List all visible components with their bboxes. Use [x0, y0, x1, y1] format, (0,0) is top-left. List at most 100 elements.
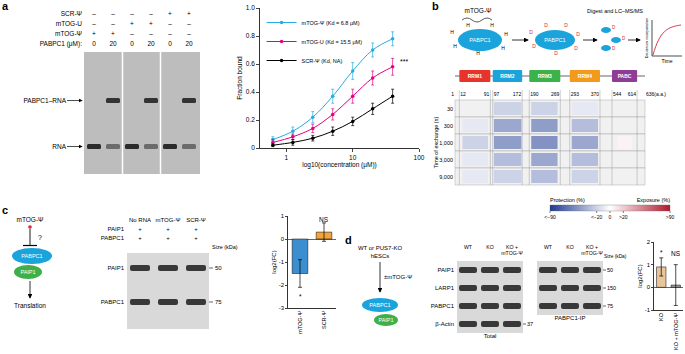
- svg-text:mTOG-Ψ: mTOG-Ψ: [55, 30, 82, 37]
- svg-text:–: –: [92, 10, 96, 17]
- svg-text:D: D: [564, 22, 568, 28]
- svg-text:D: D: [574, 45, 578, 51]
- svg-text:mTOG-Ψ: mTOG-Ψ: [17, 216, 44, 223]
- svg-text:Fraction bound: Fraction bound: [236, 56, 243, 100]
- svg-text:RNA: RNA: [52, 143, 66, 150]
- svg-text:–: –: [130, 30, 134, 37]
- svg-text:293: 293: [571, 91, 580, 97]
- svg-text:PABC: PABC: [618, 73, 632, 79]
- svg-text:D: D: [576, 31, 580, 37]
- svg-text:mTOG-U: mTOG-U: [56, 20, 83, 27]
- svg-text:0: 0: [130, 40, 134, 47]
- svg-text:Protection (%): Protection (%): [550, 197, 585, 203]
- svg-text:75: 75: [215, 299, 222, 305]
- svg-text:1: 1: [281, 213, 285, 219]
- svg-text:PABPC1–RNA: PABPC1–RNA: [23, 97, 66, 104]
- svg-text:WT: WT: [544, 244, 553, 250]
- svg-text:log2(FC): log2(FC): [637, 264, 643, 287]
- svg-text:D: D: [622, 36, 626, 41]
- svg-text:–: –: [149, 10, 153, 17]
- svg-text:+: +: [149, 20, 153, 27]
- svg-text:Size (kDa): Size (kDa): [212, 244, 238, 250]
- svg-text:0.6: 0.6: [246, 60, 255, 67]
- svg-text:636(a.a.): 636(a.a.): [646, 91, 666, 97]
- svg-text:SCR-Ψ: SCR-Ψ: [61, 10, 82, 17]
- svg-text:9,000: 9,000: [439, 174, 453, 180]
- svg-text:100: 100: [414, 154, 425, 161]
- svg-text:1.0: 1.0: [246, 4, 255, 11]
- svg-text:–: –: [168, 20, 172, 27]
- svg-text:>90: >90: [666, 214, 675, 220]
- svg-text:0.2: 0.2: [246, 116, 255, 123]
- svg-text:91: 91: [484, 91, 490, 97]
- svg-text:H: H: [504, 31, 508, 37]
- svg-text:20: 20: [147, 40, 155, 47]
- svg-text:1: 1: [451, 91, 454, 97]
- svg-text:0.8: 0.8: [246, 32, 255, 39]
- svg-text:b: b: [432, 0, 439, 12]
- svg-text:SCR-Ψ: SCR-Ψ: [186, 217, 206, 223]
- svg-text:20: 20: [109, 40, 117, 47]
- svg-text:+: +: [138, 226, 142, 232]
- svg-text:0: 0: [647, 284, 651, 290]
- svg-text:1: 1: [647, 262, 651, 268]
- svg-text:Deuterium incorporation: Deuterium incorporation: [645, 18, 649, 59]
- svg-text:–: –: [187, 30, 191, 37]
- svg-text:Exposure (%): Exposure (%): [637, 197, 670, 203]
- svg-text:mTOG-Ψ: mTOG-Ψ: [297, 311, 303, 334]
- svg-text:Time of exchange (s): Time of exchange (s): [433, 117, 439, 169]
- svg-text:<−20: <−20: [591, 214, 603, 220]
- svg-text:12: 12: [460, 91, 466, 97]
- svg-text:a: a: [2, 0, 9, 12]
- svg-text:PABPC1: PABPC1: [21, 253, 42, 259]
- svg-text:SCR-Ψ (Kd, NA): SCR-Ψ (Kd, NA): [302, 58, 343, 64]
- svg-text:Digest and LC–MS/MS: Digest and LC–MS/MS: [587, 8, 643, 14]
- svg-text:***: ***: [400, 58, 408, 65]
- svg-text:mTOG-Ψ: mTOG-Ψ: [581, 250, 603, 256]
- svg-text:PAIP1: PAIP1: [378, 317, 393, 323]
- svg-text:-1: -1: [645, 307, 651, 313]
- svg-text:mTOG-Ψ: mTOG-Ψ: [156, 217, 181, 223]
- svg-text:PAIP1: PAIP1: [107, 226, 124, 232]
- svg-text:172: 172: [513, 91, 522, 97]
- svg-text:-3: -3: [279, 305, 285, 311]
- svg-text:1: 1: [285, 154, 289, 161]
- svg-text:0: 0: [168, 40, 172, 47]
- svg-text:H: H: [476, 50, 480, 56]
- svg-text:D: D: [554, 50, 558, 56]
- svg-text:PABPC1: PABPC1: [369, 302, 390, 308]
- svg-text:>20: >20: [619, 214, 628, 220]
- svg-text:+: +: [194, 235, 198, 241]
- svg-text:190: 190: [530, 91, 539, 97]
- svg-text:PABPC1 (μM):: PABPC1 (μM):: [40, 40, 82, 48]
- svg-text:mTOG-Ψ: mTOG-Ψ: [501, 250, 523, 256]
- svg-text:3,000: 3,000: [439, 157, 453, 163]
- svg-text:log2(FC): log2(FC): [271, 250, 277, 273]
- svg-text:0: 0: [92, 40, 96, 47]
- svg-text:<−90: <−90: [544, 214, 556, 220]
- svg-text:H: H: [501, 45, 505, 51]
- svg-text:50: 50: [607, 267, 613, 273]
- svg-text:RRM3: RRM3: [538, 73, 552, 79]
- svg-text:hESCs: hESCs: [371, 253, 390, 259]
- svg-text:PAIP1: PAIP1: [437, 267, 454, 273]
- svg-text:Size (kDa): Size (kDa): [604, 254, 627, 259]
- svg-text:544: 544: [613, 91, 622, 97]
- svg-text:H: H: [466, 22, 470, 28]
- svg-text:614: 614: [628, 91, 637, 97]
- svg-text:2: 2: [647, 239, 651, 245]
- svg-text:97: 97: [494, 91, 500, 97]
- svg-text:H: H: [490, 22, 494, 28]
- svg-text:300: 300: [444, 123, 453, 129]
- svg-text:0: 0: [281, 236, 285, 242]
- svg-text:RRM2: RRM2: [500, 73, 514, 79]
- svg-text:?: ?: [38, 234, 42, 241]
- svg-text:KO: KO: [658, 312, 664, 321]
- svg-text:H: H: [453, 43, 457, 49]
- svg-text:PABPC1: PABPC1: [544, 37, 565, 43]
- svg-text:0: 0: [251, 144, 255, 151]
- svg-text:PABPC1: PABPC1: [101, 235, 125, 241]
- svg-text:+: +: [194, 226, 198, 232]
- svg-text:+: +: [166, 235, 170, 241]
- svg-text:mTOG-Ψ: mTOG-Ψ: [465, 7, 492, 14]
